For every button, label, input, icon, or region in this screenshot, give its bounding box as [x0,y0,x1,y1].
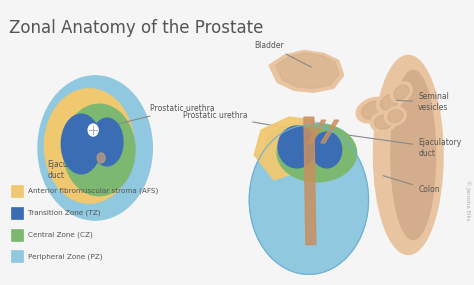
Ellipse shape [91,118,123,166]
Ellipse shape [394,85,409,99]
Text: © Jerusha Ellis: © Jerusha Ellis [465,180,471,220]
Bar [10,229,23,241]
Polygon shape [254,117,319,180]
Text: Ejaculatory
duct: Ejaculatory duct [337,133,462,158]
Ellipse shape [374,55,443,255]
Ellipse shape [264,122,354,172]
Text: Prostatic urethra: Prostatic urethra [96,104,214,129]
Ellipse shape [88,124,98,136]
Ellipse shape [278,126,316,168]
Polygon shape [308,120,326,143]
Text: Transition Zone (TZ): Transition Zone (TZ) [27,209,100,216]
Polygon shape [321,120,339,143]
Ellipse shape [277,124,356,182]
Ellipse shape [97,153,105,163]
Text: Prostatic urethra: Prostatic urethra [182,111,312,133]
Polygon shape [275,53,339,88]
Ellipse shape [376,91,402,113]
Text: Anterior fibromuscular stroma (AFS): Anterior fibromuscular stroma (AFS) [27,188,158,194]
Text: Peripheral Zone (PZ): Peripheral Zone (PZ) [27,253,102,260]
Text: Zonal Anatomy of the Prostate: Zonal Anatomy of the Prostate [9,19,263,36]
Ellipse shape [384,107,406,125]
Text: Ejaculatory
duct: Ejaculatory duct [47,157,97,180]
Polygon shape [304,117,316,245]
Bar [10,185,23,197]
Polygon shape [269,50,344,92]
Ellipse shape [388,110,403,123]
Text: Central Zone (CZ): Central Zone (CZ) [27,231,92,238]
Ellipse shape [356,97,391,123]
Ellipse shape [391,82,412,103]
Bar [10,207,23,219]
Text: Colon: Colon [383,176,440,194]
Ellipse shape [312,132,342,168]
Ellipse shape [61,114,101,174]
Bar [10,251,23,262]
Ellipse shape [249,125,368,274]
Ellipse shape [374,115,392,129]
Text: Bladder: Bladder [254,41,311,67]
Ellipse shape [64,104,135,196]
Ellipse shape [371,112,396,132]
Ellipse shape [380,94,399,110]
Ellipse shape [391,70,436,239]
Text: Seminal
vesicles: Seminal vesicles [396,93,449,112]
Ellipse shape [45,89,134,203]
Ellipse shape [361,101,386,119]
Ellipse shape [38,76,152,220]
